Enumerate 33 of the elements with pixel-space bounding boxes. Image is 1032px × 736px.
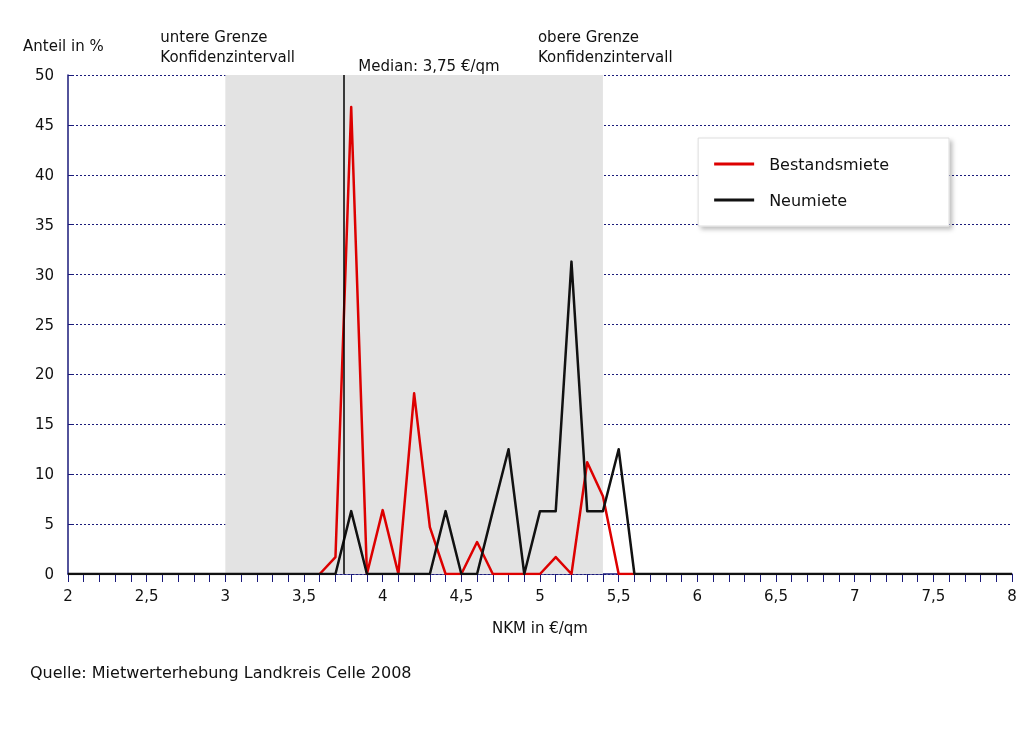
y-tick-label: 15 <box>34 415 54 434</box>
y-tick-label: 40 <box>34 165 54 184</box>
y-tick-label: 25 <box>34 315 54 334</box>
x-tick-label: 7 <box>849 586 860 605</box>
x-axis-title: NKM in €/qm <box>492 618 588 637</box>
line-series <box>318 105 636 576</box>
annotation: untere Grenze Konfidenzintervall <box>160 28 296 66</box>
x-tick-label: 2 <box>63 586 73 605</box>
x-tick-label: 2,5 <box>134 586 159 605</box>
y-tick-label: 30 <box>34 265 54 284</box>
y-tick-label: 5 <box>44 515 54 534</box>
x-tick-label: 6,5 <box>764 586 788 605</box>
x-tick-label: 3 <box>220 586 231 605</box>
y-tick-label: 20 <box>34 365 54 384</box>
x-tick-label: 6 <box>692 586 703 605</box>
y-tick-label: 10 <box>34 465 54 484</box>
x-tick-label: 5,5 <box>606 586 631 605</box>
x-tick-label: 4 <box>377 586 388 605</box>
ref-line-label: Median: 3,75 €/qm <box>358 56 500 75</box>
x-tick-label: 7,5 <box>921 586 946 605</box>
y-axis-title: Anteil in % <box>23 36 104 55</box>
legend-label: Bestandsmiete <box>769 154 889 174</box>
x-tick-label: 5 <box>535 586 545 605</box>
source-note: Quelle: Mietwerterhebung Landkreis Celle 2008 <box>30 662 412 682</box>
y-tick-label: 0 <box>44 565 54 583</box>
y-tick-label: 50 <box>34 66 54 84</box>
x-tick-label: 8 <box>1007 586 1017 605</box>
legend-label: Neumiete <box>769 190 848 210</box>
annotation: obere Grenze Konfidenzintervall <box>537 28 673 66</box>
y-tick-label: 35 <box>34 215 54 234</box>
x-tick-label: 3,5 <box>292 586 316 605</box>
x-tick-label: 4,5 <box>449 586 474 605</box>
y-tick-label: 45 <box>34 115 54 134</box>
